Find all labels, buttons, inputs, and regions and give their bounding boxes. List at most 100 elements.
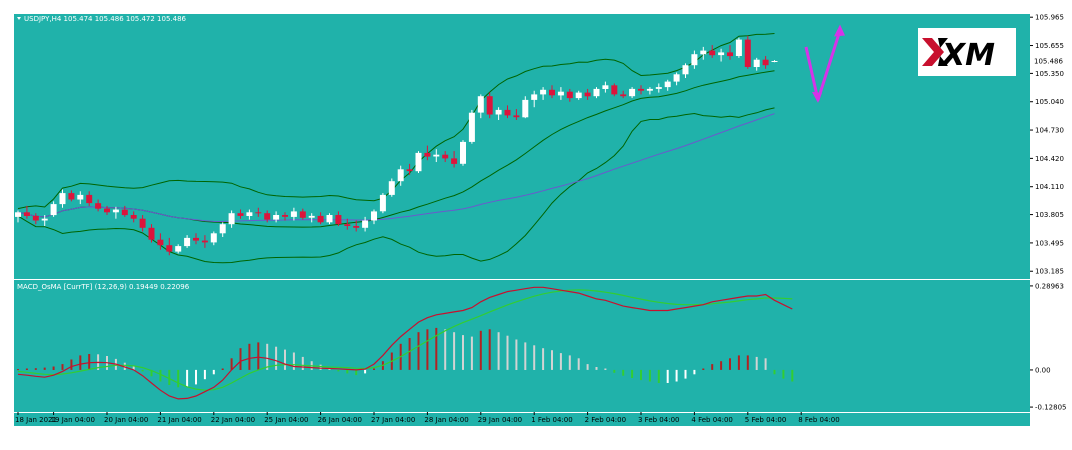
histogram-bar [568,355,571,370]
candle-body [442,154,449,159]
histogram-bar [168,369,171,385]
histogram-bar [488,329,491,370]
histogram-bar [17,369,19,371]
candle-body [753,59,760,67]
histogram-bar [533,345,536,370]
candle-body [379,194,386,212]
candle-body [104,208,110,213]
xm-logo: XM [918,28,1016,76]
histogram-bar [355,369,358,376]
histogram-bar [479,330,482,370]
histogram-bar [648,369,651,382]
candle-body [157,239,164,246]
histogram-bar [248,343,251,370]
histogram-bar [70,359,73,370]
histogram-bar [729,358,731,370]
histogram-bar [373,368,375,370]
price-tick-label: 105.350 [1035,70,1064,78]
candle-body [460,141,466,164]
price-axis: 105.965 105.655 105.350 105.040 104.730 104.4… [1030,14,1064,276]
ma-line [17,113,775,223]
macd-panel [14,280,1030,412]
candle-body [371,211,377,221]
histogram-bar [79,355,82,370]
histogram-bar [702,368,705,370]
macd-tick-label: 0.00 [1035,366,1051,374]
price-tick-label: 104.730 [1035,127,1064,135]
candle-body [709,50,716,56]
candle-body [335,215,342,225]
histogram-bar [684,369,687,379]
candle-body [23,212,30,216]
histogram-bar [524,342,527,370]
candle-body [397,169,404,182]
candle-body [237,213,244,216]
candle-body [166,245,173,252]
candle-body [727,52,733,57]
candle-body [121,209,128,216]
candle-body [451,158,458,164]
histogram-bar [506,335,509,370]
moving-average [17,113,775,223]
histogram-bar [346,369,349,374]
histogram-bar [666,369,669,383]
candle-body [86,194,93,204]
candle-body [264,213,271,220]
candle-body [522,99,529,118]
candle-body [557,91,564,96]
candle-body [77,194,84,200]
candle-body [700,50,707,55]
candle-body [193,237,199,241]
candle-body [718,52,725,56]
arrow-head-up [834,24,845,37]
histogram-bar [328,368,331,370]
macd-histogram [17,327,794,388]
histogram-bar [257,342,260,370]
price-tick-label: 105.655 [1035,42,1064,50]
candle-body [41,218,48,221]
candle-body [219,224,226,234]
candle-body [540,89,547,95]
histogram-bar [551,350,553,370]
candle-body [290,211,297,217]
time-tick-label: 25 Jan 04:00 [264,416,308,424]
candle-body [424,152,431,157]
histogram-bar [515,339,518,370]
time-tick-label: 27 Jan 04:00 [371,416,415,424]
candle-body [273,215,280,220]
histogram-bar [613,369,616,373]
histogram-bar [755,356,758,370]
candle-body [344,224,351,226]
candle-body [95,203,102,209]
histogram-bar [150,369,153,377]
time-tick-label: 26 Jan 04:00 [318,416,362,424]
time-axis-strip [14,412,1030,426]
price-tick-label: 103.805 [1035,211,1064,219]
time-tick-label: 28 Jan 04:00 [424,416,468,424]
triangle-down-icon[interactable] [17,17,21,20]
time-tick-label: 21 Jan 04:00 [157,416,201,424]
candle-body [255,212,262,214]
histogram-bar [764,358,767,370]
candle-body [15,212,21,217]
histogram-bar [782,369,785,379]
candle-body [486,96,493,115]
histogram-bar [720,361,723,370]
histogram-bar [444,329,447,370]
time-tick-label: 5 Feb 04:00 [745,416,786,424]
candle-body [353,226,360,228]
candle-body [388,181,395,195]
candle-body [130,215,137,219]
histogram-bar [34,368,37,370]
current-price-box [1031,56,1067,66]
price-tick-label: 105.040 [1035,98,1064,106]
price-tick-label: 105.965 [1035,14,1064,22]
candle-body [59,193,66,205]
price-tick-label: 103.495 [1035,239,1064,247]
time-tick-label: 8 Feb 04:00 [798,416,839,424]
histogram-bar [61,364,64,370]
lower-band [17,107,775,264]
candle-body [549,89,555,96]
candle-body [673,74,680,82]
